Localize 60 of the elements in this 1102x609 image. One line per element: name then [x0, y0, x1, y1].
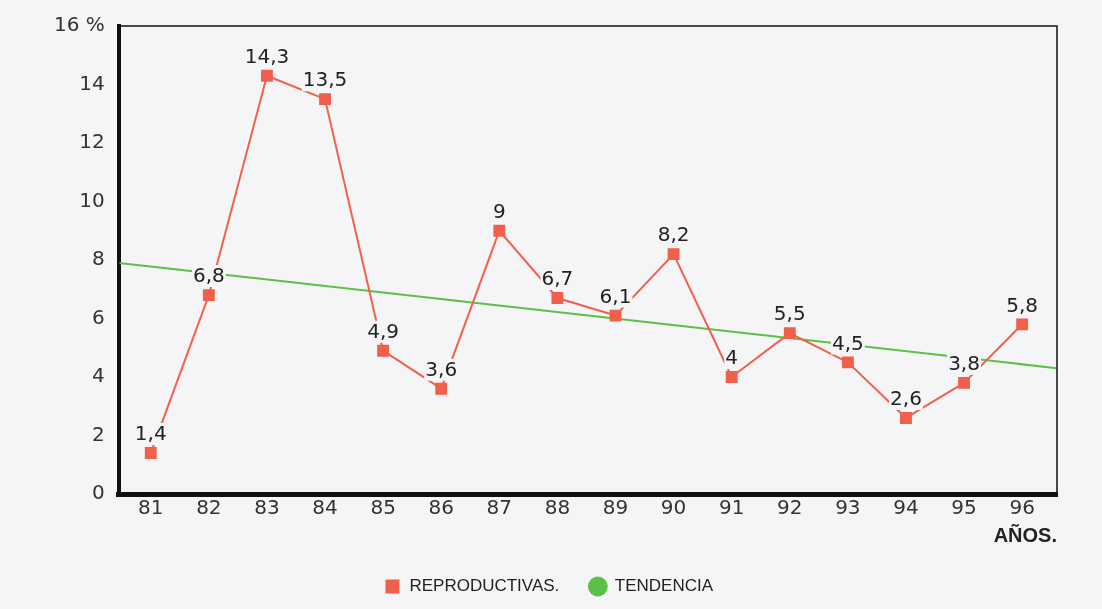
data-label: 4,5 [831, 330, 864, 355]
data-label: 3,8 [948, 351, 980, 376]
data-label: 4,9 [367, 318, 400, 343]
y-tick-label: 10 [79, 187, 105, 212]
data-label: 13,5 [302, 67, 348, 92]
point [900, 412, 912, 424]
x-tick-label: 85 [370, 495, 396, 520]
x-tick-label: 90 [660, 495, 687, 520]
point [261, 69, 273, 82]
point [551, 292, 564, 304]
point [1016, 318, 1029, 331]
data-label: 1,4 [134, 421, 167, 446]
data-label: 6,8 [192, 263, 225, 288]
x-tick-label: 96 [1009, 495, 1035, 520]
data-label: 9 [492, 198, 506, 223]
x-tick-label: 93 [835, 495, 861, 520]
point [435, 382, 448, 395]
y-tick-label: 0 [92, 480, 105, 505]
data-label: 4 [725, 345, 739, 370]
data-label: 5,5 [773, 301, 806, 326]
point [783, 327, 796, 340]
x-tick-label: 86 [428, 495, 454, 520]
x-axis-title: AÑOS. [993, 523, 1057, 546]
x-tick-label: 91 [718, 495, 745, 520]
y-tick-label: 8 [92, 246, 105, 271]
data-label: 3,6 [425, 356, 458, 381]
x-tick-label: 88 [544, 495, 571, 520]
x-tick-label: 89 [602, 495, 629, 520]
x-tick-label: 95 [951, 495, 977, 520]
legend-label: TENDENCIA [614, 576, 714, 596]
y-tick-label: 4 [92, 363, 105, 388]
point [493, 224, 506, 237]
y-tick-label: 2 [92, 421, 105, 446]
point [144, 447, 157, 459]
data-label: 5,8 [1006, 292, 1039, 317]
data-label: 6,1 [599, 283, 632, 308]
data-label: 14,3 [244, 43, 290, 68]
x-tick-label: 81 [138, 495, 164, 520]
x-tick-label: 84 [312, 495, 338, 520]
data-label: 8,2 [657, 222, 690, 247]
data-label: 2,6 [890, 386, 922, 411]
x-tick-label: 92 [777, 495, 803, 520]
data-label: 6,7 [541, 266, 574, 291]
point [725, 371, 738, 383]
point [202, 289, 215, 302]
point [609, 309, 622, 322]
point [958, 376, 970, 389]
point [841, 356, 854, 369]
y-tick-label: 16 % [54, 12, 105, 37]
x-tick-label: 87 [486, 495, 513, 520]
x-tick-label: 94 [893, 495, 919, 520]
y-tick-label: 6 [92, 304, 105, 329]
y-tick-label: 12 [79, 129, 105, 154]
x-tick-label: 83 [254, 495, 280, 520]
legend-label: REPRODUCTIVAS. [409, 576, 560, 596]
point [319, 93, 331, 106]
x-tick-label: 82 [196, 495, 222, 520]
point [667, 248, 680, 261]
point [377, 344, 390, 357]
y-tick-label: 14 [79, 70, 105, 95]
